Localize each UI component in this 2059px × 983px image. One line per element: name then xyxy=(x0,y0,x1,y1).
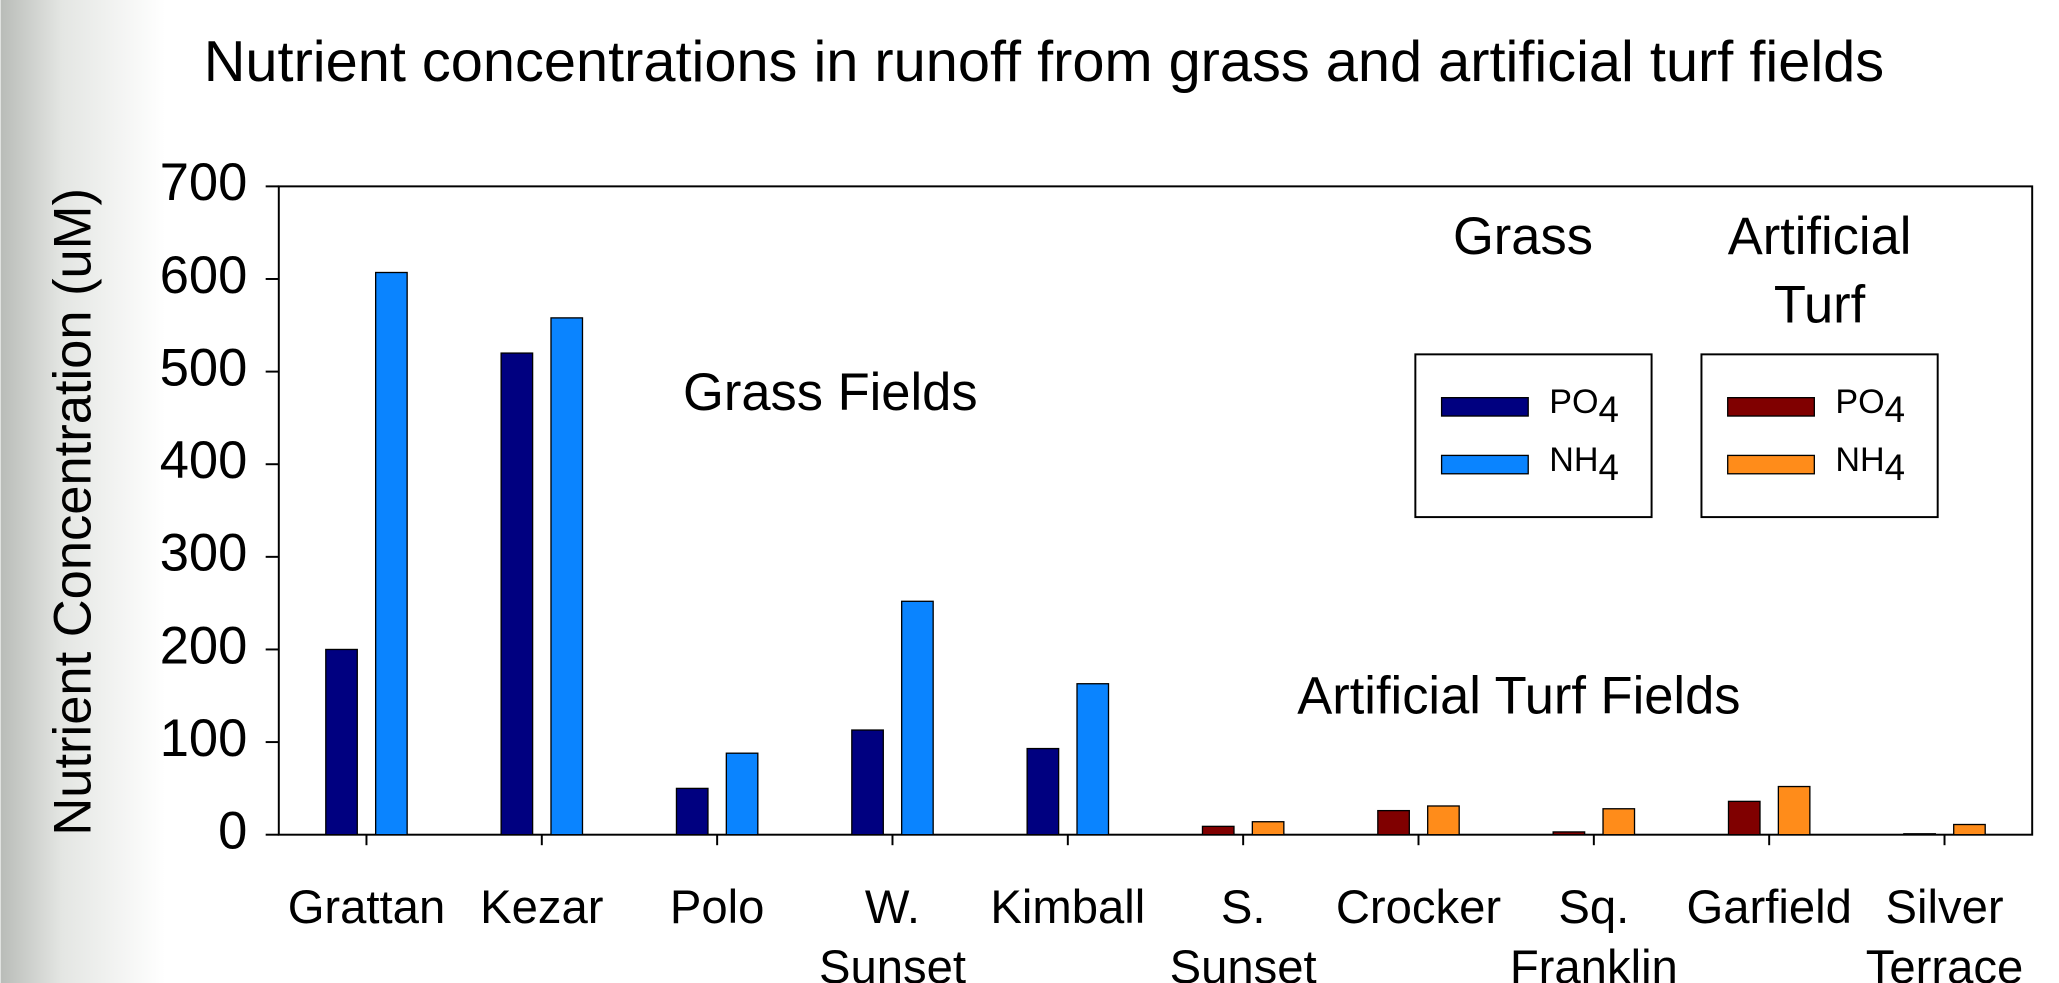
bar xyxy=(1777,785,1811,836)
y-axis-label: Nutrient Concentration (uM) xyxy=(44,188,103,836)
y-tick-label: 400 xyxy=(160,431,248,490)
bar xyxy=(500,352,534,836)
bar xyxy=(1602,808,1636,836)
bar xyxy=(1076,683,1110,836)
x-tick-label: Crocker xyxy=(1336,881,1501,934)
x-tick-label: W. Sunset xyxy=(819,881,966,983)
x-tick-label: Kezar xyxy=(480,881,603,934)
chart-title: Nutrient concentrations in runoff from g… xyxy=(204,30,1884,94)
legend-label: NH4 xyxy=(1835,441,1905,488)
bar xyxy=(325,648,358,836)
x-tick-label: Sq. Franklin xyxy=(1510,881,1678,983)
y-tick-label: 500 xyxy=(160,338,248,397)
legend-label: NH4 xyxy=(1549,441,1619,488)
annotation: Artificial Turf Fields xyxy=(1297,666,1740,725)
y-tick-label: 600 xyxy=(160,246,248,305)
legend-label: PO4 xyxy=(1549,383,1619,430)
y-tick-label: 0 xyxy=(218,802,247,861)
legend-swatch xyxy=(1440,397,1529,417)
plot-frame xyxy=(277,185,2034,836)
bar xyxy=(1377,809,1410,836)
bar xyxy=(725,752,759,836)
legend-box xyxy=(1700,353,1939,519)
legend-label: PO4 xyxy=(1835,383,1905,430)
bar xyxy=(675,787,709,836)
bar xyxy=(1727,800,1761,836)
y-tick-label: 200 xyxy=(160,616,248,675)
bar xyxy=(1552,831,1586,836)
bar xyxy=(851,729,884,836)
y-tick-label: 700 xyxy=(160,153,248,212)
bar xyxy=(550,317,584,836)
legend-swatch xyxy=(1727,397,1815,417)
legend-swatch xyxy=(1440,454,1529,475)
y-tick-label: 300 xyxy=(160,524,248,583)
x-tick-label: Garfield xyxy=(1686,881,1851,934)
annotation: Grass Fields xyxy=(683,363,978,422)
legend-title: Grass xyxy=(1453,207,1593,266)
bar xyxy=(374,271,408,836)
x-tick-label: Grattan xyxy=(288,881,446,934)
bar xyxy=(1427,805,1460,836)
y-tick-label: 100 xyxy=(160,709,248,768)
x-tick-label: S. Sunset xyxy=(1170,881,1317,983)
bar xyxy=(1251,821,1285,836)
bar xyxy=(1953,823,1986,836)
legend-swatch xyxy=(1727,454,1815,475)
bar xyxy=(901,600,934,836)
legend-title: Artificial Turf xyxy=(1728,207,1912,334)
x-tick-label: Silver Terrace xyxy=(1866,881,2024,983)
bar xyxy=(1903,833,1936,836)
bar xyxy=(1201,825,1235,836)
x-tick-label: Kimball xyxy=(990,881,1145,934)
bar xyxy=(1026,747,1060,836)
legend-box xyxy=(1414,353,1653,519)
x-tick-label: Polo xyxy=(670,881,765,934)
